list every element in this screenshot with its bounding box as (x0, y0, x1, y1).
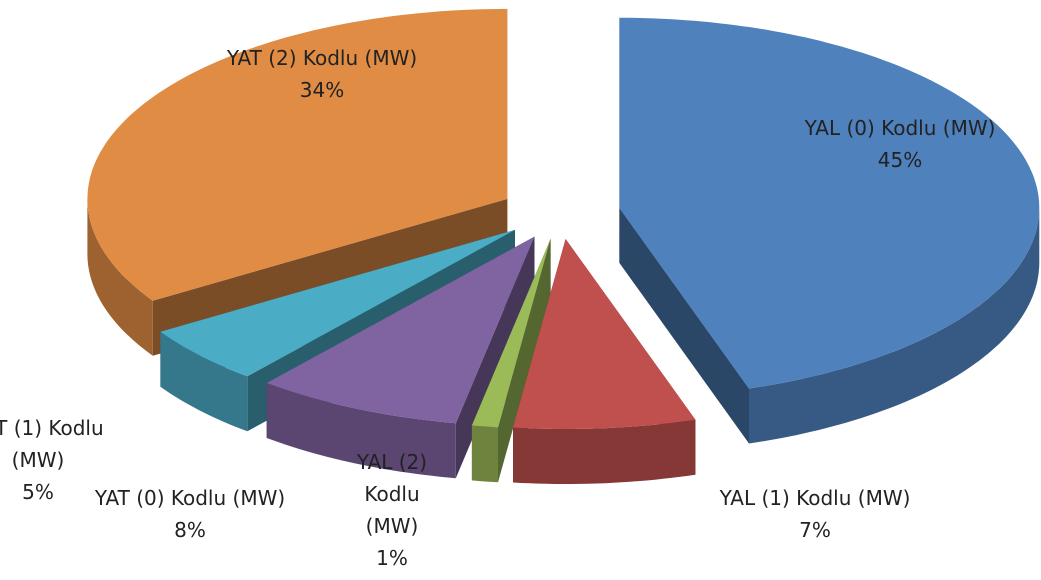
slice-side (749, 207, 1040, 444)
slice-top (619, 17, 1040, 389)
slice-top (471, 238, 551, 428)
data-label: YAT (1) Kodlu (MW) 5% (0, 412, 121, 508)
percent-label: 34% (299, 78, 345, 102)
category-label: YAT (0) Kodlu (MW) (94, 486, 286, 510)
category-label: YAT (1) Kodlu (MW) (0, 416, 104, 472)
data-label: YAT (2) Kodlu (MW) 34% (222, 42, 422, 106)
slice (513, 239, 696, 484)
slice-side (471, 425, 498, 483)
data-label: YAT (0) Kodlu (MW) 8% (90, 482, 290, 546)
data-label: YAL (2) Kodlu (MW) 1% (347, 446, 437, 574)
category-label: YAL (2) Kodlu (MW) (356, 450, 428, 538)
category-label: YAL (1) Kodlu (MW) (719, 486, 911, 510)
slice-top (160, 229, 515, 377)
slice-side (87, 198, 153, 356)
percent-label: 7% (799, 518, 831, 542)
slice (619, 17, 1040, 444)
data-label: YAL (1) Kodlu (MW) 7% (705, 482, 925, 546)
percent-label: 1% (376, 546, 408, 570)
slice-top (87, 8, 508, 301)
slice-side (160, 331, 248, 432)
slice (471, 238, 551, 483)
percent-label: 8% (174, 518, 206, 542)
percent-label: 5% (22, 480, 54, 504)
data-label: YAL (0) Kodlu (MW) 45% (800, 112, 1000, 176)
slice-top (513, 239, 696, 429)
category-label: YAT (2) Kodlu (MW) (226, 46, 418, 70)
slice-side (513, 419, 696, 484)
percent-label: 45% (877, 148, 923, 172)
slice-top (266, 236, 535, 424)
slice-side (619, 207, 749, 444)
slice-side (266, 383, 456, 479)
category-label: YAL (0) Kodlu (MW) (804, 116, 996, 140)
